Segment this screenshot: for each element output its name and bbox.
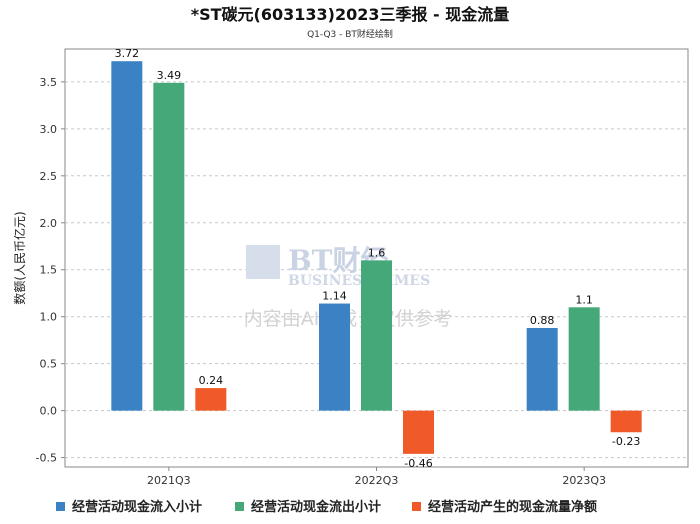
y-axis-ticks: -0.5 0.0 0.5 1.0 1.5 2.0 2.5 3.0 3.5 bbox=[36, 76, 65, 465]
data-label: 0.88 bbox=[530, 314, 555, 327]
legend-label: 经营活动产生的现金流量净额 bbox=[428, 499, 597, 515]
y-tick-label: 1.0 bbox=[40, 311, 58, 324]
watermark-logo-subtext: BUSINESS TIMES bbox=[288, 273, 430, 289]
x-tick-label: 2021Q3 bbox=[147, 474, 191, 487]
legend-label: 经营活动现金流出小计 bbox=[251, 499, 381, 515]
chart-subtitle: Q1-Q3 - BT财经绘制 bbox=[307, 28, 393, 40]
data-label: 1.1 bbox=[575, 293, 593, 306]
data-label: -0.23 bbox=[612, 435, 640, 448]
bar bbox=[319, 303, 350, 411]
x-tick-label: 2023Q3 bbox=[562, 474, 606, 487]
y-tick-label: 0.0 bbox=[40, 405, 58, 418]
y-tick-label: 3.5 bbox=[40, 76, 58, 89]
data-label: 1.14 bbox=[322, 290, 347, 303]
y-tick-label: -0.5 bbox=[36, 452, 57, 465]
x-axis-ticks: 2021Q3 2022Q3 2023Q3 bbox=[147, 467, 606, 487]
bars: 3.72 3.49 0.24 1.14 1.6 -0.46 0.88 1.1 -0.23 bbox=[111, 47, 642, 470]
y-tick-label: 2.5 bbox=[40, 170, 58, 183]
legend-label: 经营活动现金流入小计 bbox=[72, 499, 202, 515]
legend-swatch bbox=[235, 502, 244, 511]
y-tick-label: 3.0 bbox=[40, 123, 58, 136]
legend: 经营活动现金流入小计 经营活动现金流出小计 经营活动产生的现金流量净额 bbox=[56, 499, 597, 515]
chart-title: *ST碳元(603133)2023三季报 - 现金流量 bbox=[191, 5, 510, 24]
bar bbox=[153, 82, 185, 411]
data-label: 3.49 bbox=[157, 69, 182, 82]
y-tick-label: 1.5 bbox=[40, 264, 58, 277]
bar bbox=[403, 410, 434, 454]
data-label: 3.72 bbox=[115, 47, 140, 60]
y-axis-label: 数额(人民币亿元) bbox=[12, 211, 27, 304]
bar bbox=[568, 307, 600, 411]
y-tick-label: 0.5 bbox=[40, 358, 58, 371]
bar bbox=[526, 327, 558, 411]
data-label: -0.46 bbox=[404, 457, 432, 470]
bar bbox=[361, 260, 392, 411]
x-tick-label: 2022Q3 bbox=[355, 474, 399, 487]
data-label: 1.6 bbox=[368, 246, 386, 259]
bar bbox=[195, 388, 227, 411]
legend-swatch bbox=[56, 502, 65, 511]
bar bbox=[610, 410, 642, 433]
legend-swatch bbox=[412, 502, 421, 511]
data-label: 0.24 bbox=[199, 374, 224, 387]
watermark-logo-icon bbox=[246, 245, 280, 279]
y-tick-label: 2.0 bbox=[40, 217, 58, 230]
bar bbox=[111, 61, 143, 411]
